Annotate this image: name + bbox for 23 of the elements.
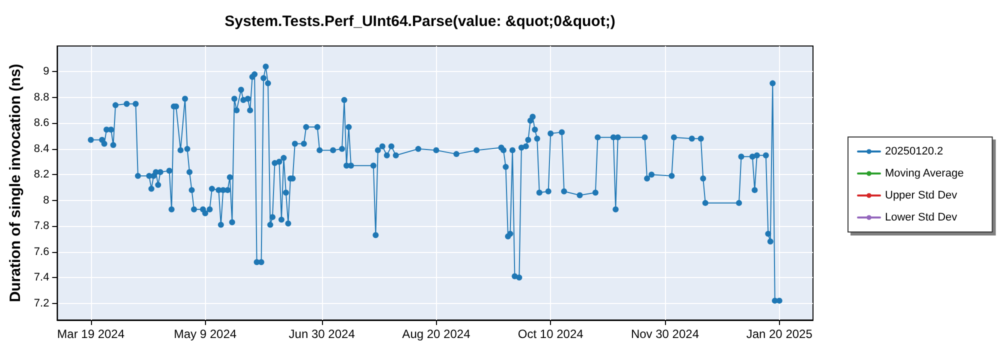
x-tick-label: Mar 19 2024 [57,327,125,341]
x-tick-label: Oct 10 2024 [518,327,584,341]
legend-label: Upper Std Dev [885,190,958,202]
y-tick-label: 8.6 [34,117,50,130]
y-tick-label: 8.8 [34,91,50,104]
x-tick-label: Jan 20 2025 [746,327,813,341]
legend-label: 20250120.2 [885,146,944,158]
y-tick-label: 7.2 [34,297,50,310]
legend-label: Lower Std Dev [885,212,958,224]
y-tick-label: 8.2 [34,168,50,181]
y-tick-label: 9 [43,66,50,78]
chart-title: System.Tests.Perf_UInt64.Parse(value: &quot;0&quot;) [224,13,616,30]
x-tick-label: Jun 30 2024 [288,327,356,341]
y-tick-label: 7.4 [34,272,50,284]
y-tick-label: 8 [43,194,50,206]
legend-label: Moving Average [885,168,964,180]
x-tick-label: Aug 20 2024 [402,327,471,341]
y-tick-label: 7.6 [34,246,50,258]
x-tick-label: Nov 30 2024 [630,327,700,341]
y-tick-label: 8.4 [34,142,50,155]
y-axis-title: Duration of single invocation (ns) [7,64,24,302]
x-tick-label: May 9 2024 [174,327,237,341]
y-tick-label: 7.8 [34,220,50,232]
